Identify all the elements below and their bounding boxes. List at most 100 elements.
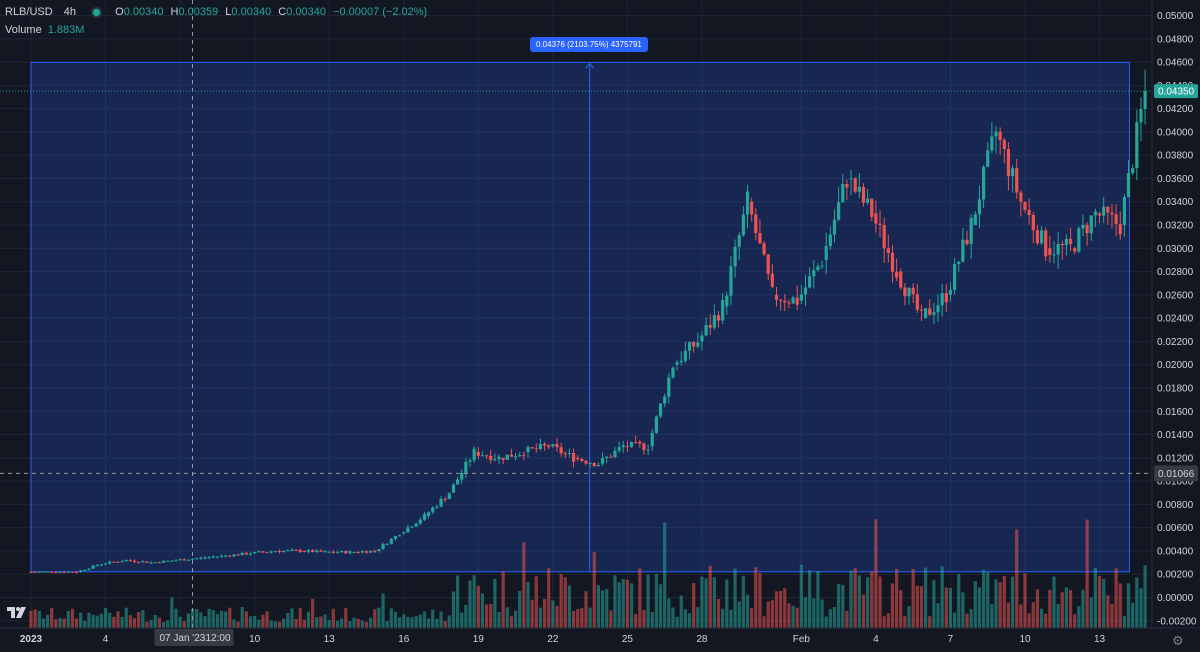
market-status-icon[interactable] (91, 6, 103, 18)
volume-bar (1077, 606, 1081, 628)
candle-body (58, 572, 62, 574)
candle-body (961, 239, 965, 262)
candle-body (857, 186, 861, 192)
volume-bar (530, 599, 534, 628)
volume-bar (977, 587, 982, 628)
volume-bar (692, 583, 696, 628)
volume-bar (915, 585, 919, 628)
volume-legend: Volume 1.883M (5, 24, 88, 36)
volume-bar (874, 519, 878, 628)
price-tick-label: 0.03400 (1157, 197, 1194, 208)
volume-bar (476, 585, 480, 628)
volume-bar (729, 609, 733, 628)
candle-body (29, 571, 33, 573)
time-tick-label: 4 (873, 634, 879, 645)
volume-bar (1064, 587, 1069, 628)
symbol-label[interactable]: RLB/USD (5, 6, 53, 18)
candle-body (861, 186, 866, 203)
volume-bar (87, 612, 91, 628)
candle-body (157, 562, 161, 564)
candle-body (634, 441, 638, 443)
volume-bar (766, 601, 770, 628)
candle-body (261, 551, 265, 553)
candle-body (360, 551, 364, 553)
candle-body (895, 271, 899, 278)
candle-body (153, 562, 157, 564)
measure-box[interactable] (30, 61, 1130, 573)
volume-bar (472, 575, 476, 628)
volume-bar (277, 621, 282, 628)
volume-bar (542, 598, 547, 628)
candle-body (393, 536, 398, 539)
volume-bar (808, 570, 812, 628)
candle-body (451, 484, 456, 493)
candle-body (940, 293, 944, 306)
candle-body (389, 538, 393, 544)
volume-bar (393, 611, 398, 628)
price-tick-label: 0.04000 (1157, 127, 1194, 138)
candle-body (990, 136, 994, 151)
candle-body (563, 453, 567, 455)
candle-body (484, 455, 489, 457)
volume-bar (33, 609, 37, 628)
volume-label[interactable]: Volume (5, 24, 42, 36)
volume-bar (642, 609, 646, 628)
candle-body (621, 445, 625, 448)
candle-body (671, 367, 675, 378)
time-tick-label: 13 (1094, 634, 1106, 645)
volume-bar (1039, 608, 1044, 628)
tradingview-logo-icon[interactable] (6, 604, 28, 626)
candle-body (74, 572, 79, 574)
volume-bar (969, 609, 973, 628)
time-tick-label: 4 (103, 634, 109, 645)
candle-body (936, 305, 940, 313)
candle-body (766, 254, 770, 274)
volume-bar (853, 568, 857, 628)
price-tick-label: 0.00800 (1157, 500, 1194, 511)
candle-body (866, 198, 870, 203)
volume-bar (207, 608, 211, 628)
candle-body (580, 459, 584, 461)
volume-bar (948, 588, 953, 628)
candle-body (994, 131, 998, 137)
volume-bar (981, 569, 986, 628)
volume-bar (580, 608, 584, 628)
volume-bar (555, 605, 559, 628)
candle-body (1010, 168, 1015, 177)
candle-body (427, 512, 431, 517)
candle-body (286, 550, 290, 552)
candle-body (576, 457, 580, 460)
volume-bar (1052, 576, 1056, 628)
candle-body (489, 455, 493, 461)
candle-body (1023, 201, 1027, 210)
candle-body (1006, 149, 1011, 177)
timeframe-label[interactable]: 4h (63, 6, 76, 18)
crosshair-date-label: 07 Jan '23 (160, 633, 206, 644)
volume-bar (563, 577, 567, 628)
volume-bar (762, 616, 766, 628)
candle-body (526, 447, 530, 452)
price-scale[interactable] (1152, 0, 1200, 628)
candle-body (513, 456, 518, 458)
volume-bar (571, 610, 576, 628)
candle-body (331, 551, 335, 553)
volume-bar (737, 601, 741, 628)
volume-bar (1006, 602, 1011, 628)
price-tick-label: 0.00600 (1157, 523, 1194, 534)
candle-body (973, 214, 977, 226)
volume-bar (961, 592, 965, 628)
gear-icon[interactable]: ⚙ (1172, 633, 1184, 648)
candle-body (236, 554, 240, 556)
candle-body (207, 557, 211, 559)
volume-bar (166, 620, 170, 628)
candle-body (149, 562, 153, 564)
candle-body (1139, 108, 1143, 123)
price-tick-label: 0.02600 (1157, 290, 1194, 301)
candle-body (952, 263, 957, 290)
candle-body (435, 506, 439, 508)
candle-body (882, 225, 886, 249)
volume-bar (658, 584, 663, 628)
candle-body (377, 549, 381, 551)
volume-bar (803, 597, 808, 628)
